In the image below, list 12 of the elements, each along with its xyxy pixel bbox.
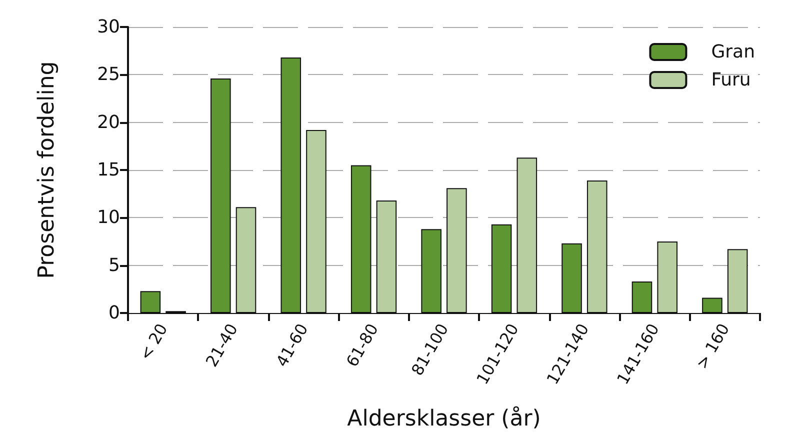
y-axis-title: Prosentvis fordeling bbox=[34, 61, 60, 279]
x-axis-title: Aldersklasser (år) bbox=[347, 406, 541, 432]
legend-label: Furu bbox=[711, 70, 751, 90]
y-tick-label: 10 bbox=[97, 207, 120, 228]
y-tick-label: 30 bbox=[97, 16, 120, 38]
x-tick-label: < 20 bbox=[135, 320, 172, 364]
y-tick-label: 25 bbox=[97, 64, 120, 86]
y-tick-label: 0 bbox=[108, 302, 120, 324]
legend-label: Gran bbox=[711, 42, 756, 62]
y-tick-label: 20 bbox=[97, 112, 120, 133]
y-tick-label: 5 bbox=[108, 254, 120, 276]
y-tick-label: 15 bbox=[97, 160, 120, 180]
